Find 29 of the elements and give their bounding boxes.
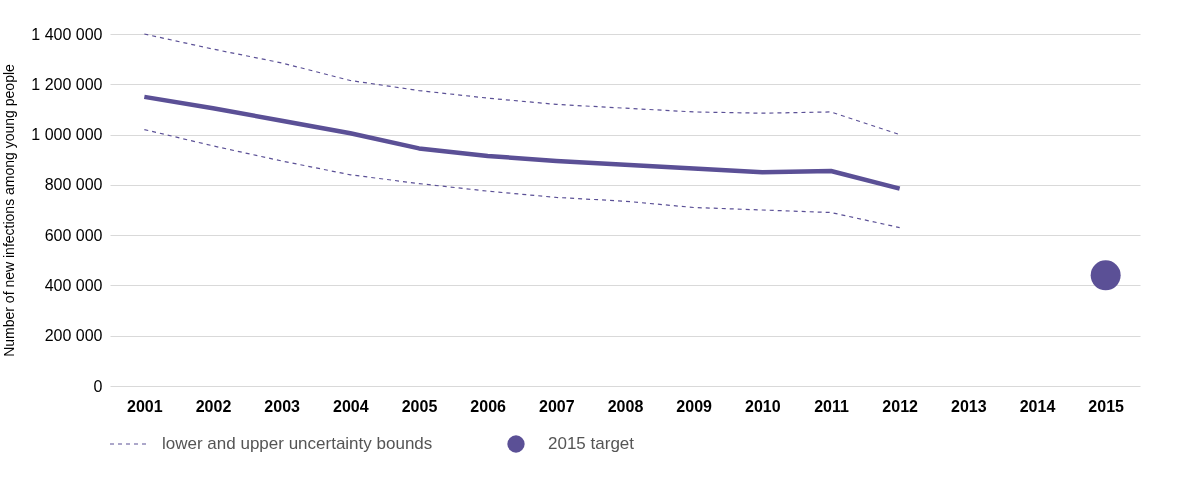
- x-tick-label: 2002: [195, 397, 232, 415]
- x-tick-label: 2005: [401, 397, 438, 415]
- x-tick-label: 2014: [1019, 397, 1056, 415]
- x-tick-label: 2007: [539, 397, 575, 415]
- x-tick-label: 2010: [745, 397, 781, 415]
- x-tick-label: 2003: [264, 397, 301, 415]
- line-series: [142, 94, 902, 191]
- y-tick-label: 0: [93, 377, 103, 395]
- y-tick-label: 200 000: [44, 327, 103, 345]
- x-tick-label: 2011: [814, 397, 849, 415]
- x-tick-label: 2006: [470, 397, 507, 415]
- line-series: [143, 128, 901, 229]
- y-tick-label: 1 400 000: [31, 25, 103, 43]
- y-tick-label: 400 000: [44, 276, 103, 294]
- x-tick-label: 2013: [951, 397, 987, 415]
- y-tick-label: 600 000: [44, 226, 103, 244]
- x-tick-label: 2009: [676, 397, 713, 415]
- legend-label: 2015 target: [548, 434, 635, 453]
- x-tick-label: 2015: [1088, 397, 1125, 415]
- x-tick-label: 2008: [607, 397, 644, 415]
- legend-label: lower and upper uncertainty bounds: [162, 434, 433, 453]
- y-axis-title: Number of new infections among young people: [1, 63, 18, 357]
- line-series: [143, 33, 901, 136]
- y-tick-label: 1 000 000: [31, 126, 103, 144]
- y-tick-label: 1 200 000: [31, 75, 103, 93]
- x-tick-label: 2004: [333, 397, 369, 415]
- x-tick-label: 2012: [882, 397, 919, 415]
- y-tick-label: 800 000: [44, 176, 103, 194]
- x-tick-label: 2001: [127, 397, 163, 415]
